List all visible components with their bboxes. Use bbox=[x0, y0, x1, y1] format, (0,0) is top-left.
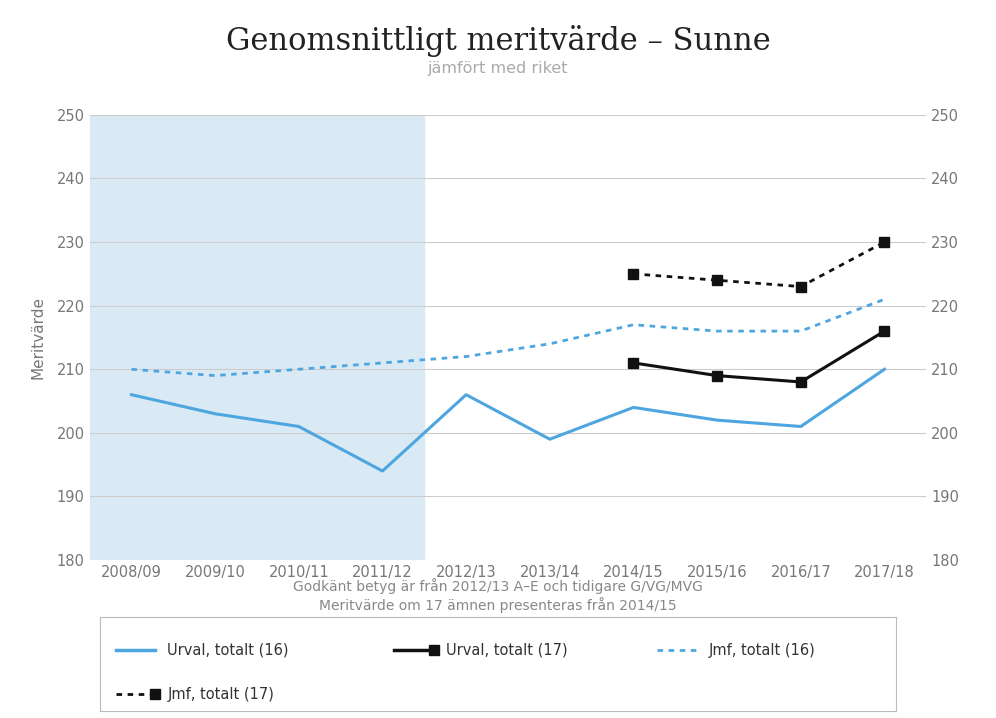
Text: Godkänt betyg är från 2012/13 A–E och tidigare G/VG/MVG: Godkänt betyg är från 2012/13 A–E och ti… bbox=[293, 578, 703, 594]
Text: Urval, totalt (17): Urval, totalt (17) bbox=[446, 643, 568, 658]
Text: Jmf, totalt (16): Jmf, totalt (16) bbox=[709, 643, 816, 658]
Text: Meritvärde om 17 ämnen presenteras från 2014/15: Meritvärde om 17 ämnen presenteras från … bbox=[319, 597, 677, 613]
Y-axis label: Meritvärde: Meritvärde bbox=[31, 296, 46, 379]
Text: Jmf, totalt (17): Jmf, totalt (17) bbox=[167, 686, 274, 701]
Bar bbox=[90, 115, 424, 560]
Text: jämfört med riket: jämfört med riket bbox=[427, 61, 569, 76]
Text: Genomsnittligt meritvärde – Sunne: Genomsnittligt meritvärde – Sunne bbox=[226, 25, 770, 57]
Text: Urval, totalt (16): Urval, totalt (16) bbox=[167, 643, 289, 658]
